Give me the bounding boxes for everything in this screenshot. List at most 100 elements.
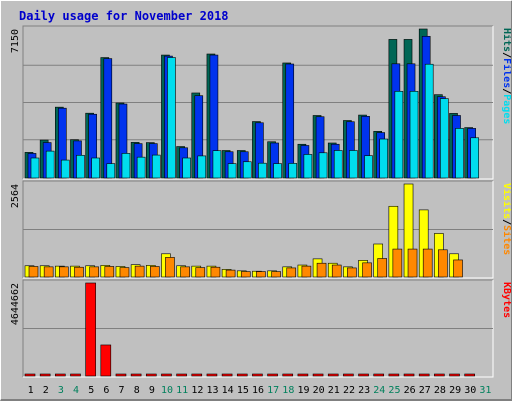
bar-pages-day-16 — [258, 162, 267, 179]
x-tick-label-day-8: 8 — [134, 385, 140, 396]
x-tick-label-day-14: 14 — [222, 385, 234, 396]
bar-kbytes-day-14 — [221, 373, 233, 377]
x-tick-label-day-18: 18 — [282, 385, 294, 396]
x-tick-label-day-30: 30 — [464, 385, 476, 396]
bar-kbytes-day-13 — [206, 373, 218, 377]
x-tick-label-day-23: 23 — [358, 385, 370, 396]
x-tick-label-day-13: 13 — [206, 385, 218, 396]
legend: Visits/Sites — [501, 183, 511, 255]
bar-pages-day-11 — [182, 157, 191, 179]
x-tick-label-day-2: 2 — [43, 385, 49, 396]
x-tick-label-day-20: 20 — [313, 385, 325, 396]
bar-sites-day-26 — [407, 248, 418, 278]
bar-pages-day-2 — [45, 150, 55, 179]
x-tick-label-day-28: 28 — [434, 385, 446, 396]
bar-sites-day-19 — [301, 265, 312, 278]
bar-sites-day-2 — [43, 266, 54, 278]
bar-kbytes-day-9 — [145, 373, 157, 377]
x-tick-label-day-6: 6 — [103, 385, 109, 396]
bar-kbytes-day-22 — [343, 373, 354, 377]
legend-entry-pages: Pages — [501, 94, 511, 124]
chart-panel-3: 4644662 KBytes — [10, 279, 512, 378]
legend-entry-kbytes: KBytes — [501, 282, 511, 318]
x-tick-label-day-29: 29 — [449, 385, 461, 396]
bar-pages-day-27 — [424, 63, 434, 179]
legend-separator: / — [501, 52, 511, 58]
bar-sites-day-29 — [453, 259, 463, 278]
bar-kbytes-day-28 — [434, 373, 445, 377]
bar-sites-day-5 — [89, 266, 99, 278]
bar-sites-day-12 — [195, 267, 206, 278]
x-tick-label-day-19: 19 — [297, 385, 309, 396]
bar-files-day-6 — [103, 58, 113, 179]
bar-sites-day-28 — [438, 249, 448, 278]
bar-pages-day-25 — [394, 91, 404, 179]
x-tick-label-day-24: 24 — [373, 385, 385, 396]
bar-kbytes-day-25 — [388, 373, 400, 377]
chart-title: Daily usage for November 2018 — [19, 9, 229, 23]
bar-files-day-18 — [285, 63, 295, 179]
bar-pages-day-29 — [455, 128, 464, 179]
bar-kbytes-day-20 — [312, 373, 324, 377]
bar-pages-day-10 — [167, 57, 176, 179]
bar-kbytes-day-26 — [403, 373, 415, 377]
bar-sites-day-1 — [28, 266, 39, 278]
bar-pages-day-18 — [288, 163, 298, 179]
bar-kbytes-day-12 — [191, 373, 203, 377]
bar-sites-day-6 — [104, 266, 115, 278]
bar-sites-day-21 — [331, 264, 342, 278]
bar-kbytes-day-3 — [55, 373, 66, 377]
bar-pages-day-7 — [121, 153, 131, 179]
bar-kbytes-day-18 — [282, 373, 294, 377]
x-tick-label-day-11: 11 — [176, 385, 188, 396]
bar-sites-day-17 — [271, 271, 281, 278]
bar-sites-day-10 — [165, 257, 175, 278]
bar-pages-day-30 — [470, 137, 479, 179]
bar-kbytes-day-10 — [161, 373, 172, 377]
bar-pages-day-13 — [212, 150, 222, 179]
bar-pages-day-5 — [91, 157, 100, 179]
bar-sites-day-18 — [286, 267, 297, 278]
bar-pages-day-8 — [136, 156, 146, 179]
x-tick-label-day-7: 7 — [119, 385, 125, 396]
bar-sites-day-14 — [225, 269, 236, 278]
bar-kbytes-day-6 — [100, 344, 112, 377]
legend: Hits/Files/Pages — [501, 28, 511, 124]
x-tick-label-day-17: 17 — [267, 385, 279, 396]
bar-kbytes-day-21 — [327, 373, 339, 377]
bar-kbytes-day-5 — [85, 282, 96, 377]
legend-entry-files: Files — [501, 58, 511, 88]
x-tick-label-day-5: 5 — [88, 385, 94, 396]
bar-kbytes-day-27 — [418, 373, 430, 377]
bar-sites-day-15 — [240, 271, 251, 278]
bar-sites-day-16 — [256, 271, 266, 278]
x-tick-label-day-27: 27 — [419, 385, 431, 396]
x-tick-label-day-9: 9 — [149, 385, 155, 396]
legend: KBytes — [501, 282, 511, 318]
bar-kbytes-day-19 — [297, 373, 309, 377]
bar-sites-day-27 — [422, 248, 433, 278]
y-axis-max-label: 4644662 — [10, 283, 21, 325]
bar-pages-day-24 — [379, 138, 389, 179]
x-tick-label-day-4: 4 — [73, 385, 79, 396]
bar-pages-day-15 — [242, 161, 252, 179]
bar-pages-day-14 — [227, 163, 237, 179]
bar-kbytes-day-23 — [358, 373, 369, 377]
bar-sites-day-24 — [377, 258, 388, 278]
x-tick-label-day-31: 31 — [479, 385, 491, 396]
bar-pages-day-19 — [303, 154, 313, 179]
bar-kbytes-day-16 — [252, 373, 263, 377]
legend-entry-visits: Visits — [501, 183, 511, 219]
bar-sites-day-20 — [316, 262, 327, 278]
x-tick-label-day-26: 26 — [404, 385, 416, 396]
bar-pages-day-1 — [30, 157, 40, 179]
bar-pages-day-3 — [61, 159, 70, 179]
bar-pages-day-22 — [349, 150, 358, 179]
bar-sites-day-7 — [119, 267, 130, 278]
x-tick-label-day-22: 22 — [343, 385, 355, 396]
x-tick-label-day-16: 16 — [252, 385, 264, 396]
bar-sites-day-23 — [362, 262, 372, 278]
bar-kbytes-day-7 — [115, 373, 127, 377]
